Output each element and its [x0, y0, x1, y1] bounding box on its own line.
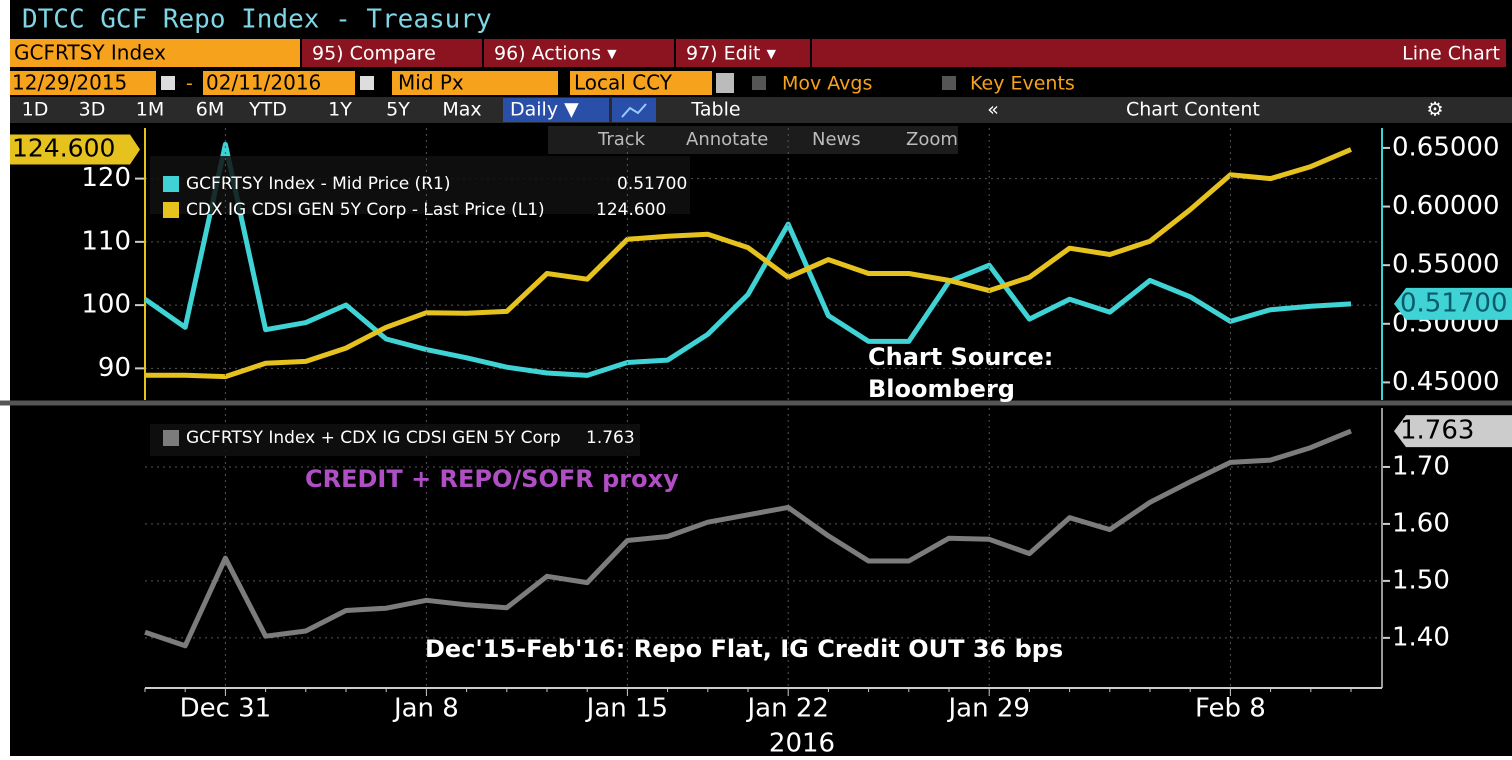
frequency-button[interactable]	[503, 98, 609, 122]
collapse[interactable]: «	[987, 99, 999, 121]
y-tick-label: 0.65000	[1392, 132, 1500, 162]
x-tick-label: Feb 8	[1195, 694, 1266, 724]
last-value-tag	[10, 134, 140, 165]
x-tick-label: Dec 31	[180, 694, 272, 724]
legend-box	[150, 424, 640, 456]
last-value-tag	[1394, 415, 1512, 448]
x-axis-label: 2016	[769, 729, 835, 759]
annotation: Chart Source:	[868, 343, 1053, 371]
actions-button[interactable]	[484, 39, 674, 67]
settings-icon[interactable]: ⚙	[1426, 99, 1443, 121]
ticker-field[interactable]	[10, 39, 300, 67]
legend-value: 124.600	[596, 200, 666, 220]
ticker: GCFRTSY Index	[14, 41, 166, 65]
field: Mid Px	[398, 71, 464, 95]
y-tick-label: 1.70	[1392, 451, 1450, 481]
annotation: Bloomberg	[868, 375, 1015, 403]
tool-bar	[548, 126, 958, 154]
series-line	[143, 141, 1352, 378]
chart-content[interactable]: Chart Content	[1126, 99, 1260, 121]
legend-box	[150, 156, 690, 214]
last-value-label: 1.763	[1400, 416, 1474, 446]
compare-button[interactable]	[302, 39, 482, 67]
calendar-icon[interactable]	[161, 76, 175, 90]
legend-swatch	[163, 176, 179, 192]
period-button[interactable]: 3D	[79, 99, 106, 121]
period-button[interactable]: 6M	[196, 99, 224, 121]
series-line	[145, 147, 1352, 380]
currency-select[interactable]	[570, 71, 712, 95]
checkbox[interactable]	[752, 76, 766, 90]
start-date: 12/29/2015	[12, 71, 127, 95]
tool-button[interactable]: News	[812, 129, 861, 150]
annotation: CREDIT + REPO/SOFR proxy	[305, 465, 679, 493]
chart-icon	[621, 103, 647, 118]
y-tick-label: 120	[81, 163, 131, 193]
checkbox[interactable]	[942, 76, 956, 90]
calendar-icon[interactable]	[360, 76, 374, 90]
legend-value: 1.763	[586, 428, 635, 448]
edit-button[interactable]	[676, 39, 810, 67]
tool-button[interactable]: Annotate	[686, 129, 768, 150]
period-button[interactable]: Max	[442, 99, 481, 121]
actions: 96) Actions ▾	[494, 43, 617, 65]
field-select[interactable]	[392, 71, 558, 95]
last-value-label: 124.600	[12, 134, 115, 163]
window-title: DTCC GCF Repo Index - Treasury	[22, 5, 492, 35]
y-tick-label: 100	[81, 290, 131, 320]
key-events: Key Events	[970, 73, 1075, 95]
currency: Local CCY	[574, 71, 673, 95]
x-tick-label: Jan 15	[585, 694, 668, 724]
y-tick-label: 1.50	[1392, 565, 1450, 595]
x-tick-label: Jan 29	[946, 694, 1029, 724]
chart-type: Line Chart	[1402, 43, 1500, 65]
mov-avgs: Mov Avgs	[782, 73, 872, 95]
y-tick-label: 0.60000	[1392, 191, 1500, 221]
y-tick-label: 1.40	[1392, 622, 1450, 652]
y-tick-label: 90	[98, 353, 131, 383]
annotation: Dec'15-Feb'16: Repo Flat, IG Credit OUT …	[425, 635, 1063, 663]
last-value-label: 0.51700	[1400, 288, 1508, 318]
y-tick-label: 0.45000	[1392, 367, 1500, 397]
start-date-field[interactable]	[10, 71, 156, 95]
period-button[interactable]: 1Y	[328, 99, 352, 121]
tool-button[interactable]: Track	[597, 129, 646, 150]
x-tick-label: Jan 22	[745, 694, 828, 724]
period-button[interactable]: 1D	[22, 99, 49, 121]
y-tick-label: 1.60	[1392, 508, 1450, 538]
last-value-tag	[1394, 287, 1512, 320]
table[interactable]: Table	[690, 99, 740, 121]
date-dash: -	[186, 73, 193, 95]
compare: 95) Compare	[312, 43, 436, 65]
x-tick-label: Jan 8	[392, 694, 459, 724]
series-line	[144, 428, 1352, 649]
period-button[interactable]: 5Y	[386, 99, 410, 121]
legend-value: 0.51700	[617, 174, 687, 194]
period-button[interactable]: 1M	[136, 99, 164, 121]
legend-label: GCFRTSY Index - Mid Price (R1)	[186, 174, 450, 194]
period-bar	[10, 97, 1512, 123]
legend-label: CDX IG CDSI GEN 5Y Corp - Last Price (L1…	[186, 200, 545, 220]
legend-swatch	[163, 430, 179, 446]
end-date-field[interactable]	[203, 71, 355, 95]
legend-label: GCFRTSY Index + CDX IG CDSI GEN 5Y Corp	[186, 428, 561, 448]
end-date: 02/11/2016	[206, 71, 321, 95]
dropdown-icon[interactable]	[716, 73, 734, 93]
legend-swatch	[163, 202, 179, 218]
frequency: Daily ▼	[510, 99, 579, 121]
period-button[interactable]: YTD	[248, 99, 287, 121]
edit: 97) Edit ▾	[686, 43, 776, 65]
y-tick-label: 110	[81, 226, 131, 256]
title-bar	[812, 39, 1506, 67]
tool-button[interactable]: Zoom	[906, 129, 958, 150]
y-tick-label: 0.55000	[1392, 250, 1500, 280]
